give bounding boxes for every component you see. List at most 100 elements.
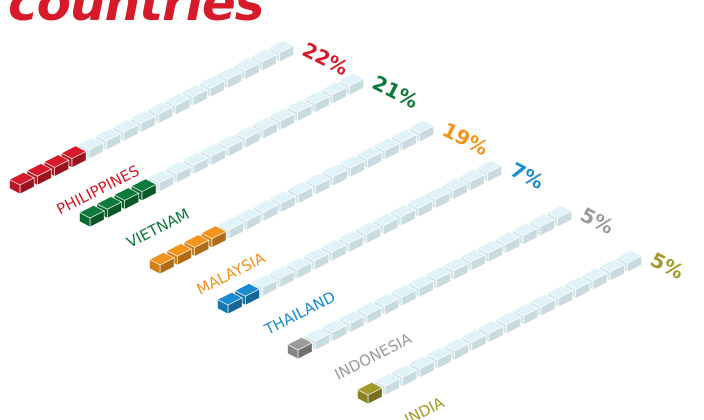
- block-top-face: [95, 127, 122, 142]
- block-top-face: [338, 310, 365, 324]
- block-top-face: [425, 266, 452, 280]
- block-top-face: [112, 119, 139, 133]
- empty-block: [252, 199, 279, 222]
- filled-block: [130, 178, 157, 202]
- block-top-face: [181, 83, 208, 98]
- block-top-face: [512, 302, 539, 317]
- value-label-philippines: 22%: [299, 37, 353, 80]
- block-top-face: [529, 213, 556, 228]
- block-top-face: [60, 145, 87, 159]
- block-top-face: [166, 243, 193, 257]
- block-top-face: [476, 159, 503, 174]
- block-top-face: [8, 171, 35, 186]
- block-top-face: [164, 92, 191, 107]
- block-top-face: [235, 207, 262, 222]
- block-top-face: [287, 181, 314, 195]
- block-top-face: [182, 152, 209, 166]
- block-top-face: [251, 116, 278, 131]
- block-top-face: [426, 346, 453, 361]
- block-top-face: [269, 190, 296, 204]
- empty-block: [303, 247, 330, 271]
- block-top-face: [199, 143, 226, 157]
- empty-block: [373, 292, 400, 316]
- empty-block: [373, 137, 400, 161]
- category-label-india: INDIA: [402, 393, 448, 420]
- block-top-face: [389, 203, 416, 218]
- filled-block: [148, 251, 175, 275]
- empty-block: [304, 328, 331, 351]
- empty-block: [339, 155, 366, 178]
- block-top-face: [459, 168, 486, 183]
- block-top-face: [148, 251, 175, 266]
- filled-block: [78, 204, 105, 228]
- empty-block: [217, 134, 244, 158]
- block-top-face: [304, 328, 331, 342]
- block-top-face: [251, 48, 278, 63]
- block-top-face: [355, 221, 382, 235]
- block-top-face: [443, 337, 470, 352]
- block-top-face: [321, 319, 348, 333]
- filled-block: [286, 336, 313, 360]
- block-top-face: [339, 155, 366, 169]
- empty-block: [476, 159, 503, 183]
- empty-block: [529, 293, 556, 317]
- block-top-face: [286, 256, 313, 271]
- block-top-face: [43, 154, 70, 168]
- block-top-face: [391, 364, 418, 378]
- empty-block: [425, 266, 452, 290]
- page-title: countries: [8, 0, 265, 32]
- empty-block: [269, 108, 296, 131]
- block-top-face: [373, 137, 400, 151]
- empty-block: [181, 83, 208, 107]
- block-top-face: [494, 231, 521, 245]
- value-label-indonesia: 5%: [577, 202, 618, 239]
- block-top-face: [251, 274, 278, 288]
- block-top-face: [199, 75, 226, 89]
- block-top-face: [200, 225, 227, 239]
- block-top-face: [217, 134, 244, 148]
- block-top-face: [26, 163, 53, 177]
- filled-block: [356, 381, 383, 405]
- empty-block: [129, 110, 156, 133]
- block-top-face: [356, 146, 383, 160]
- block-top-face: [113, 187, 140, 201]
- value-label-india: 5%: [647, 247, 688, 284]
- block-top-face: [424, 186, 451, 200]
- block-top-face: [547, 285, 574, 299]
- block-top-face: [233, 57, 260, 71]
- empty-block: [441, 177, 468, 201]
- block-top-face: [529, 293, 556, 308]
- value-label-malaysia: 19%: [439, 117, 493, 160]
- block-top-face: [495, 311, 522, 325]
- block-top-face: [268, 265, 295, 279]
- filled-block: [216, 291, 243, 315]
- block-top-face: [460, 329, 487, 343]
- block-top-face: [337, 230, 364, 244]
- block-top-face: [78, 204, 105, 219]
- block-top-face: [165, 160, 192, 175]
- block-top-face: [321, 163, 348, 178]
- block-top-face: [321, 81, 348, 96]
- block-top-face: [356, 301, 383, 316]
- block-top-face: [511, 222, 538, 236]
- block-top-face: [96, 196, 123, 210]
- block-top-face: [252, 199, 279, 213]
- filled-block: [113, 187, 140, 210]
- block-top-face: [216, 291, 243, 306]
- empty-block: [199, 143, 226, 166]
- empty-block: [495, 311, 522, 335]
- block-top-face: [286, 336, 313, 351]
- block-top-face: [408, 119, 435, 134]
- block-top-face: [78, 136, 105, 151]
- block-top-face: [407, 195, 434, 209]
- block-top-face: [581, 267, 608, 281]
- block-top-face: [303, 90, 330, 104]
- empty-block: [546, 204, 573, 228]
- block-top-face: [407, 275, 434, 289]
- block-top-face: [338, 72, 365, 87]
- block-top-face: [546, 204, 573, 219]
- block-top-face: [442, 257, 469, 272]
- value-label-vietnam: 21%: [369, 70, 423, 113]
